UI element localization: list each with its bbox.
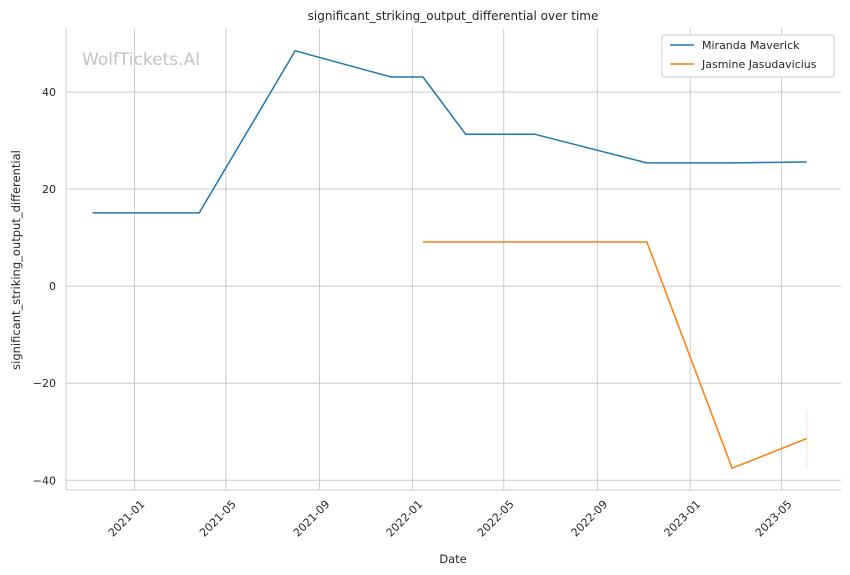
y-tick-label: 20 <box>42 183 56 196</box>
x-tick-label: 2021-05 <box>197 498 239 540</box>
y-axis-title: significant_striking_output_differential <box>9 150 23 370</box>
watermark: WolfTickets.AI <box>82 50 200 70</box>
series-lines <box>92 50 808 469</box>
x-tick-label: 2022-05 <box>475 498 517 540</box>
x-tick-label: 2023-05 <box>753 498 795 540</box>
x-tick-labels: 2021-01 2021-05 2021-09 2022-01 2022-05 2022-… <box>106 498 795 540</box>
x-tick-label: 2023-01 <box>662 498 704 540</box>
series-line-2 <box>423 241 807 469</box>
grid-lines <box>66 29 841 490</box>
legend: Miranda Maverick Jasmine Jasudavicius <box>661 34 835 78</box>
x-axis-title: Date <box>439 552 467 566</box>
legend-label: Jasmine Jasudavicius <box>701 58 817 71</box>
x-tick-label: 2022-01 <box>384 498 426 540</box>
y-tick-labels: −40 −20 0 20 40 <box>33 86 56 487</box>
x-tick-label: 2021-09 <box>291 498 333 540</box>
legend-frame <box>661 34 835 78</box>
y-tick-label: −20 <box>33 377 56 390</box>
chart-title: significant_striking_output_differential… <box>308 9 599 23</box>
y-tick-label: 40 <box>42 86 56 99</box>
x-tick-label: 2022-09 <box>569 498 611 540</box>
legend-label: Miranda Maverick <box>702 39 800 52</box>
axes-frame <box>65 29 841 491</box>
x-tick-label: 2021-01 <box>106 498 148 540</box>
series-line-1 <box>92 50 807 214</box>
y-tick-label: 0 <box>49 280 56 293</box>
y-tick-label: −40 <box>33 474 56 487</box>
